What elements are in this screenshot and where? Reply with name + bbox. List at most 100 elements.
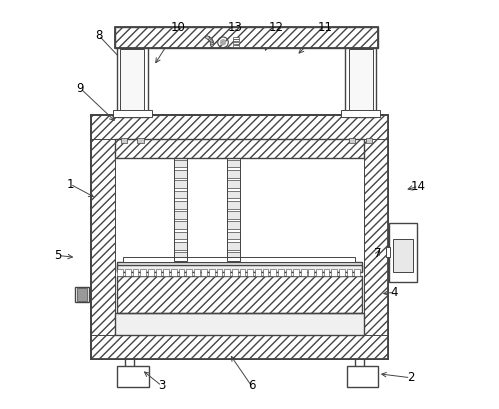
- Bar: [293, 269, 299, 276]
- Bar: [316, 269, 322, 276]
- Bar: [324, 269, 329, 276]
- Bar: [233, 45, 239, 47]
- Bar: [90, 335, 388, 360]
- Bar: [75, 287, 89, 302]
- Bar: [210, 42, 214, 47]
- Bar: [156, 269, 161, 276]
- Bar: [113, 110, 152, 117]
- Bar: [233, 39, 239, 41]
- Bar: [174, 170, 187, 178]
- Bar: [174, 252, 187, 260]
- Bar: [117, 269, 123, 276]
- Bar: [308, 269, 314, 276]
- Bar: [233, 42, 239, 44]
- Bar: [125, 269, 131, 276]
- Bar: [209, 37, 213, 42]
- Bar: [270, 269, 276, 276]
- Bar: [207, 36, 212, 41]
- Bar: [227, 201, 240, 209]
- Bar: [386, 247, 390, 258]
- Bar: [171, 269, 177, 276]
- Bar: [133, 269, 138, 276]
- Bar: [115, 312, 364, 335]
- Bar: [227, 157, 240, 261]
- Bar: [115, 139, 364, 335]
- Bar: [202, 269, 207, 276]
- Bar: [347, 269, 352, 276]
- Text: 4: 4: [390, 285, 398, 299]
- Bar: [174, 157, 187, 261]
- Bar: [348, 49, 373, 114]
- Bar: [90, 115, 388, 360]
- Text: 13: 13: [228, 21, 243, 34]
- Bar: [240, 269, 246, 276]
- Bar: [117, 262, 362, 271]
- Bar: [227, 170, 240, 178]
- Bar: [262, 269, 268, 276]
- Text: 14: 14: [411, 180, 426, 193]
- Bar: [227, 242, 240, 250]
- Text: 11: 11: [317, 21, 332, 34]
- Bar: [211, 40, 214, 45]
- Text: 5: 5: [54, 249, 61, 262]
- Bar: [90, 115, 388, 360]
- Bar: [345, 45, 376, 117]
- Bar: [115, 139, 364, 157]
- Bar: [179, 269, 184, 276]
- Bar: [285, 269, 291, 276]
- Bar: [346, 366, 378, 387]
- Bar: [174, 211, 187, 219]
- Bar: [205, 36, 210, 40]
- Bar: [125, 357, 134, 368]
- Bar: [194, 269, 200, 276]
- Bar: [210, 39, 213, 43]
- Text: 6: 6: [248, 380, 255, 392]
- Bar: [331, 269, 337, 276]
- Text: 9: 9: [76, 82, 84, 95]
- Bar: [148, 269, 154, 276]
- Bar: [117, 366, 149, 387]
- Bar: [117, 276, 362, 312]
- Bar: [174, 201, 187, 209]
- Bar: [349, 139, 355, 144]
- Text: 10: 10: [171, 21, 186, 34]
- Bar: [77, 288, 87, 301]
- Bar: [232, 269, 238, 276]
- Bar: [393, 239, 413, 272]
- Bar: [115, 27, 378, 47]
- Text: 2: 2: [407, 371, 414, 384]
- Bar: [227, 211, 240, 219]
- Bar: [389, 223, 418, 282]
- Bar: [117, 276, 362, 312]
- Text: 3: 3: [158, 380, 166, 392]
- Bar: [90, 115, 115, 360]
- Circle shape: [220, 39, 226, 45]
- Bar: [341, 110, 380, 117]
- Bar: [137, 139, 144, 144]
- Bar: [227, 232, 240, 240]
- Bar: [354, 269, 360, 276]
- Text: 12: 12: [268, 21, 283, 34]
- Bar: [227, 191, 240, 198]
- Bar: [174, 232, 187, 240]
- Bar: [355, 357, 364, 368]
- Bar: [163, 269, 169, 276]
- Text: 7: 7: [374, 247, 382, 260]
- Bar: [174, 160, 187, 167]
- Bar: [227, 180, 240, 188]
- Bar: [364, 115, 388, 360]
- Bar: [121, 139, 127, 144]
- Bar: [186, 269, 192, 276]
- Bar: [120, 49, 144, 114]
- Bar: [217, 269, 223, 276]
- Text: 8: 8: [95, 29, 102, 42]
- Bar: [278, 269, 283, 276]
- Bar: [115, 27, 378, 47]
- Text: 1: 1: [66, 178, 74, 191]
- Bar: [90, 115, 388, 139]
- Bar: [339, 269, 345, 276]
- Bar: [115, 139, 364, 157]
- Bar: [366, 139, 372, 144]
- Bar: [227, 221, 240, 229]
- Bar: [301, 269, 306, 276]
